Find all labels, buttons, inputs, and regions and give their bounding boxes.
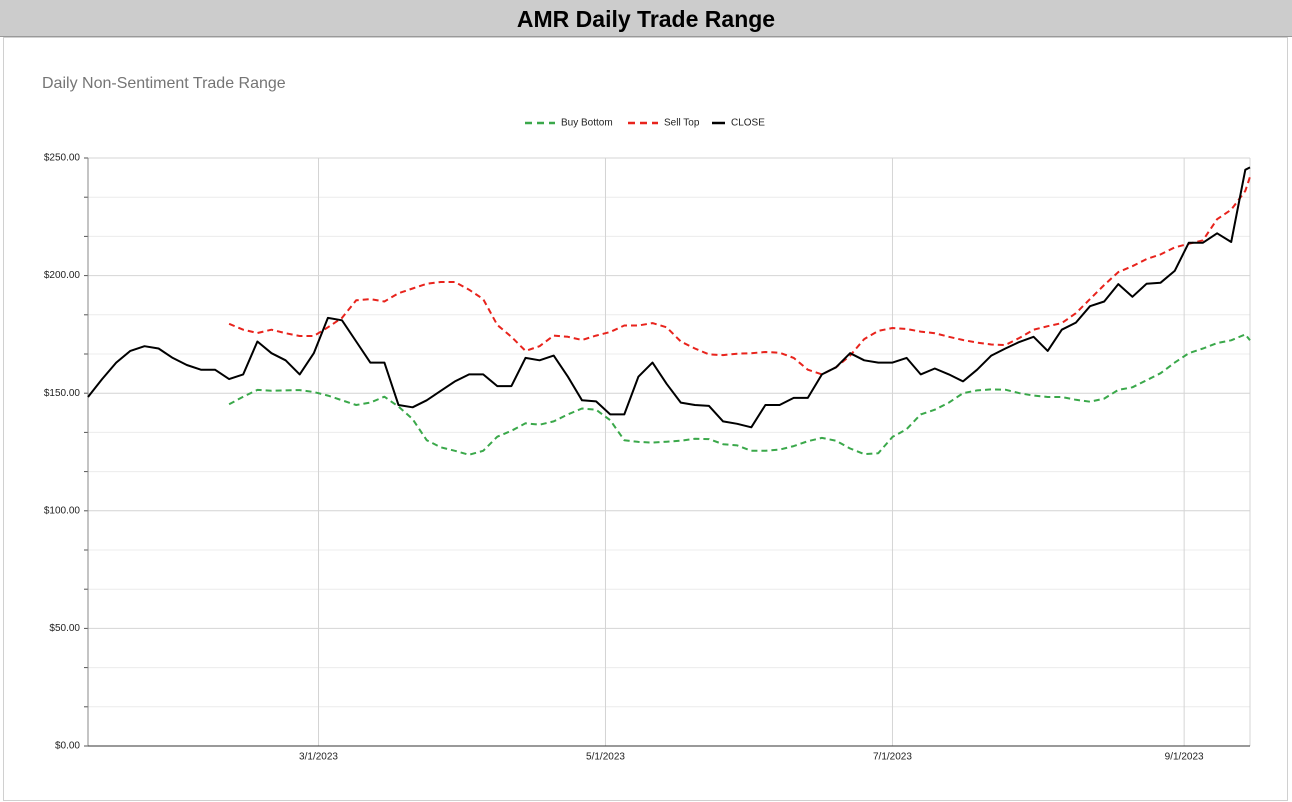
chart-title: Daily Non-Sentiment Trade Range — [42, 75, 286, 92]
series-line — [228, 333, 1251, 456]
legend-label: CLOSE — [731, 118, 765, 129]
series-line — [87, 166, 1251, 429]
x-tick-label: 7/1/2023 — [873, 752, 912, 763]
y-tick-label: $50.00 — [49, 623, 80, 634]
x-tick-label: 9/1/2023 — [1165, 752, 1204, 763]
x-tick-label: 5/1/2023 — [586, 752, 625, 763]
chart-frame — [3, 37, 1288, 801]
y-tick-label: $250.00 — [44, 153, 81, 164]
y-tick-label: $150.00 — [44, 388, 81, 399]
y-tick-label: $100.00 — [44, 505, 81, 516]
legend-label: Sell Top — [664, 118, 700, 129]
legend-label: Buy Bottom — [561, 118, 613, 129]
y-tick-label: $200.00 — [44, 270, 81, 281]
series-line — [228, 176, 1251, 376]
y-tick-label: $0.00 — [55, 741, 80, 752]
sheet-title: AMR Daily Trade Range — [0, 0, 1292, 37]
x-tick-label: 3/1/2023 — [299, 752, 338, 763]
